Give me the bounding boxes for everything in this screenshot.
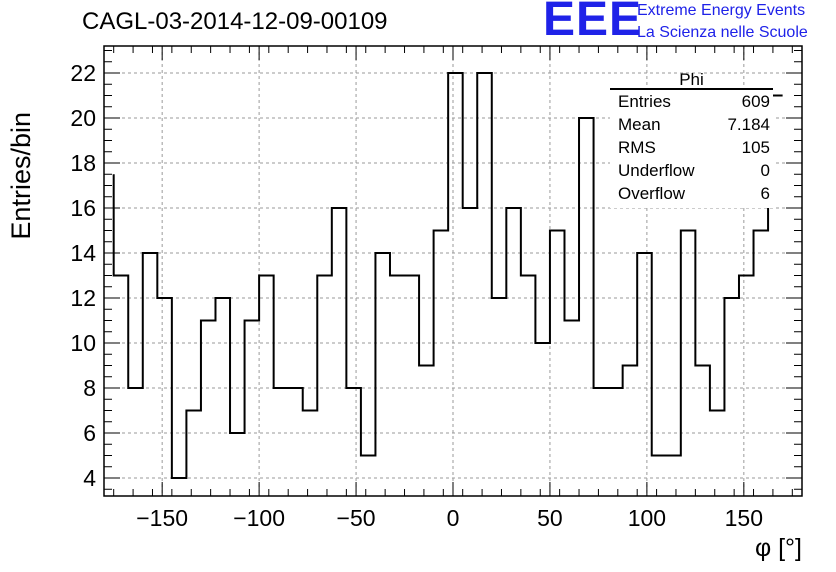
y-tick-label: 12 [70,285,96,311]
x-tick-label: 0 [447,505,460,531]
stats-value: 7.184 [727,115,770,134]
stats-value: 6 [760,184,770,203]
stats-key: Underflow [618,161,695,180]
y-tick-label: 20 [70,105,96,131]
stats-key: Overflow [618,184,686,203]
x-tick-label: 50 [537,505,563,531]
eee-logo: EEE [543,0,643,46]
y-tick-label: 22 [70,60,96,86]
stats-row-underflow: Underflow 0 [618,161,770,183]
stats-value: 609 [741,92,770,111]
chart-title: CAGL-03-2014-12-09-00109 [82,8,388,35]
y-tick-label: 14 [70,240,96,266]
y-tick-label: 6 [83,420,96,446]
y-tick-label: 8 [83,375,96,401]
x-tick-label: 100 [628,505,666,531]
histogram-series-line [112,72,783,479]
stats-value: 0 [760,161,770,180]
y-tick-label: 18 [70,150,96,176]
x-tick-label: −150 [136,505,188,531]
stats-key: RMS [618,138,656,157]
y-axis-label: Entries/bin [6,112,36,240]
x-axis-label: φ [°] [754,534,802,562]
y-tick-label: 16 [70,195,96,221]
x-tick-label: −50 [337,505,376,531]
y-tick-label: 10 [70,330,96,356]
x-tick-label: −100 [233,505,285,531]
y-tick-label: 4 [83,465,96,491]
stats-key: Entries [618,92,671,111]
stats-row-overflow: Overflow 6 [618,184,770,206]
x-tick-label: 150 [725,505,763,531]
org-name-line2: La Scienza nelle Scuole [637,24,808,41]
org-name-line1: Extreme Energy Events [637,2,806,19]
stats-box: Phi Entries 609 Mean 7.184 RMS 105 Under… [610,70,773,208]
stats-value: 105 [741,138,770,157]
stats-row-entries: Entries 609 [618,92,770,114]
stats-row-mean: Mean 7.184 [618,115,770,137]
stats-key: Mean [618,115,661,134]
stats-title: Phi [679,70,704,89]
stats-row-rms: RMS 105 [618,138,770,160]
